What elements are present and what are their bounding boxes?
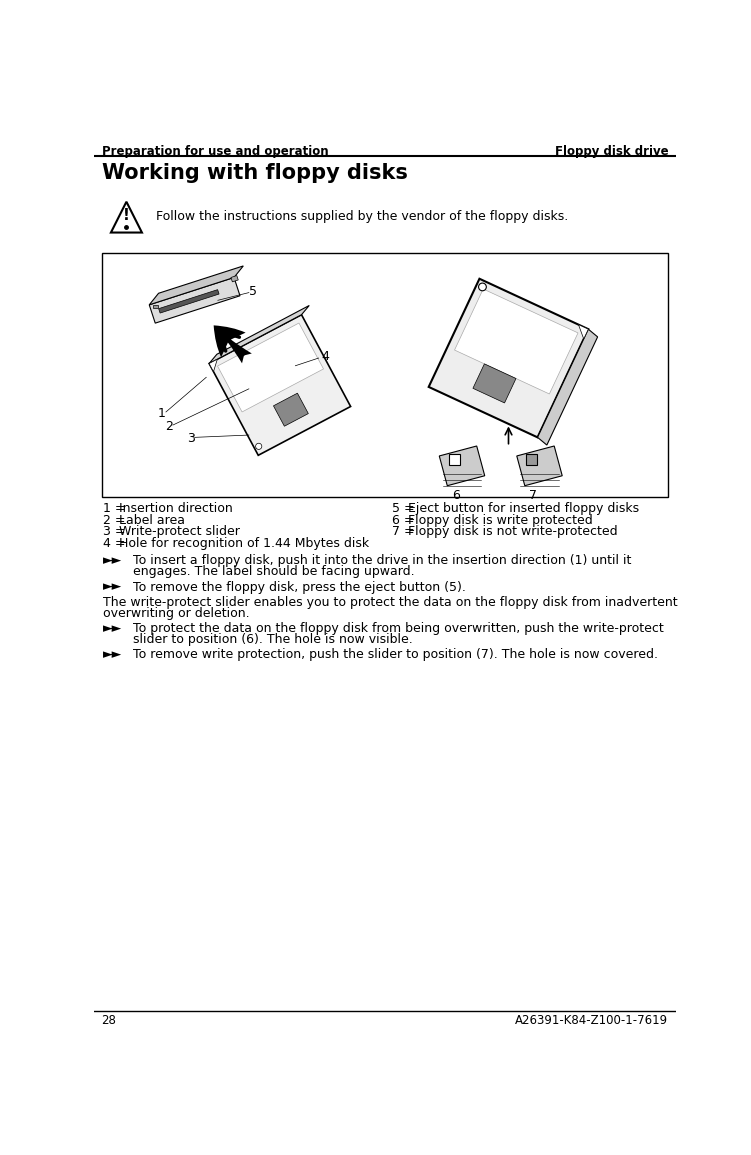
Text: Label area: Label area: [119, 514, 185, 527]
Text: 7 =: 7 =: [392, 526, 415, 538]
Text: Floppy disk is not write-protected: Floppy disk is not write-protected: [408, 526, 617, 538]
Polygon shape: [273, 393, 309, 426]
Text: To remove the floppy disk, press the eject button (5).: To remove the floppy disk, press the eje…: [133, 581, 466, 594]
Text: Eject button for inserted floppy disks: Eject button for inserted floppy disks: [408, 502, 639, 515]
Text: 6: 6: [452, 489, 460, 502]
Text: overwriting or deletion.: overwriting or deletion.: [103, 606, 250, 620]
Circle shape: [478, 283, 487, 291]
Text: Insertion direction: Insertion direction: [119, 502, 232, 515]
Polygon shape: [149, 266, 243, 305]
Text: ►►: ►►: [103, 648, 122, 662]
Text: Floppy disk is write protected: Floppy disk is write protected: [408, 514, 593, 527]
Text: slider to position (6). The hole is now visible.: slider to position (6). The hole is now …: [133, 633, 412, 646]
Polygon shape: [454, 289, 578, 394]
Text: Write-protect slider: Write-protect slider: [119, 526, 240, 538]
Text: To insert a floppy disk, push it into the drive in the insertion direction (1) u: To insert a floppy disk, push it into th…: [133, 554, 631, 567]
Polygon shape: [218, 323, 324, 412]
Text: Floppy disk drive: Floppy disk drive: [554, 144, 668, 158]
Text: ►►: ►►: [103, 554, 122, 567]
Text: 5 =: 5 =: [392, 502, 415, 515]
Text: 28: 28: [101, 1014, 116, 1027]
Text: 5: 5: [249, 284, 257, 298]
Text: 4: 4: [321, 350, 329, 363]
Text: 4 =: 4 =: [103, 537, 125, 550]
Text: To remove write protection, push the slider to position (7). The hole is now cov: To remove write protection, push the sli…: [133, 648, 658, 662]
Text: 3: 3: [187, 432, 195, 446]
Text: Preparation for use and operation: Preparation for use and operation: [101, 144, 328, 158]
Text: !: !: [123, 208, 130, 223]
Text: The write-protect slider enables you to protect the data on the floppy disk from: The write-protect slider enables you to …: [103, 596, 678, 609]
Polygon shape: [209, 305, 309, 364]
Text: 1: 1: [158, 407, 166, 420]
Polygon shape: [578, 325, 588, 338]
Bar: [449, 454, 460, 465]
Circle shape: [255, 444, 262, 449]
Text: 3 =: 3 =: [103, 526, 125, 538]
Text: 7: 7: [529, 489, 537, 502]
Text: Working with floppy disks: Working with floppy disks: [101, 163, 408, 184]
Polygon shape: [149, 277, 240, 323]
Polygon shape: [517, 446, 562, 486]
Text: ►►: ►►: [103, 623, 122, 635]
Text: To protect the data on the floppy disk from being overwritten, push the write-pr: To protect the data on the floppy disk f…: [133, 623, 663, 635]
Bar: [231, 276, 238, 282]
Polygon shape: [209, 359, 217, 372]
Polygon shape: [158, 290, 219, 313]
Polygon shape: [439, 446, 484, 486]
Text: 1 =: 1 =: [103, 502, 125, 515]
Polygon shape: [209, 314, 351, 455]
Text: A26391-K84-Z100-1-7619: A26391-K84-Z100-1-7619: [515, 1014, 668, 1027]
Bar: [101, 253, 668, 497]
Polygon shape: [473, 364, 516, 403]
Bar: [153, 305, 158, 308]
Polygon shape: [429, 278, 588, 438]
Text: 2: 2: [165, 420, 173, 433]
Text: Hole for recognition of 1.44 Mbytes disk: Hole for recognition of 1.44 Mbytes disk: [119, 537, 369, 550]
Text: 6 =: 6 =: [392, 514, 415, 527]
Text: 2 =: 2 =: [103, 514, 125, 527]
Polygon shape: [538, 329, 598, 445]
Text: ►►: ►►: [103, 581, 122, 594]
Text: engages. The label should be facing upward.: engages. The label should be facing upwa…: [133, 565, 415, 579]
Text: Follow the instructions supplied by the vendor of the floppy disks.: Follow the instructions supplied by the …: [156, 210, 568, 223]
Bar: [526, 454, 537, 465]
